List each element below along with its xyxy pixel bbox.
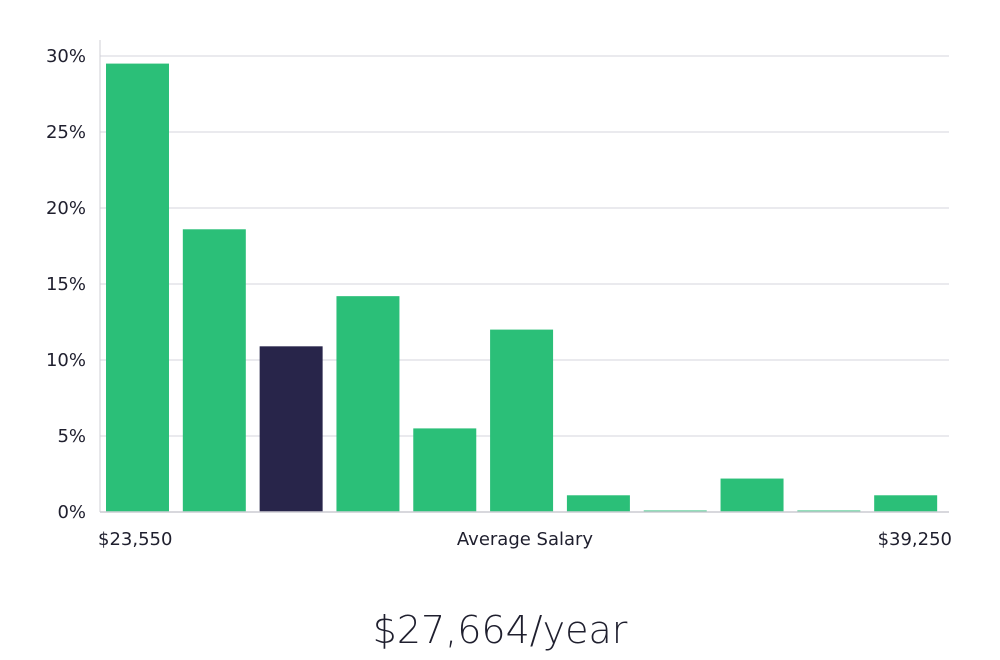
y-tick-label: 30% — [46, 46, 86, 67]
salary-histogram: 0% 5% 10% 15% 20% 25% 30% — [46, 40, 949, 523]
y-tick-label: 0% — [57, 502, 86, 523]
bar — [182, 229, 246, 512]
y-axis-ticks: 0% 5% 10% 15% 20% 25% 30% — [46, 46, 86, 523]
bar — [566, 495, 630, 512]
bar — [874, 495, 938, 512]
y-tick-label: 20% — [46, 198, 86, 219]
average-salary-value: $27,664/year — [372, 608, 628, 652]
bars — [106, 63, 938, 512]
y-tick-label: 10% — [46, 350, 86, 371]
y-tick-label: 15% — [46, 274, 86, 295]
bar — [413, 428, 477, 512]
x-axis-max-label: $39,250 — [877, 529, 952, 550]
y-tick-label: 5% — [57, 426, 86, 447]
x-axis-title: Average Salary — [456, 529, 594, 550]
bar — [336, 296, 400, 512]
y-tick-label: 25% — [46, 122, 86, 143]
x-axis-min-label: $23,550 — [98, 529, 173, 550]
bar — [720, 478, 784, 512]
bar — [490, 329, 554, 512]
bar-highlighted — [259, 346, 323, 512]
bar — [106, 63, 169, 512]
